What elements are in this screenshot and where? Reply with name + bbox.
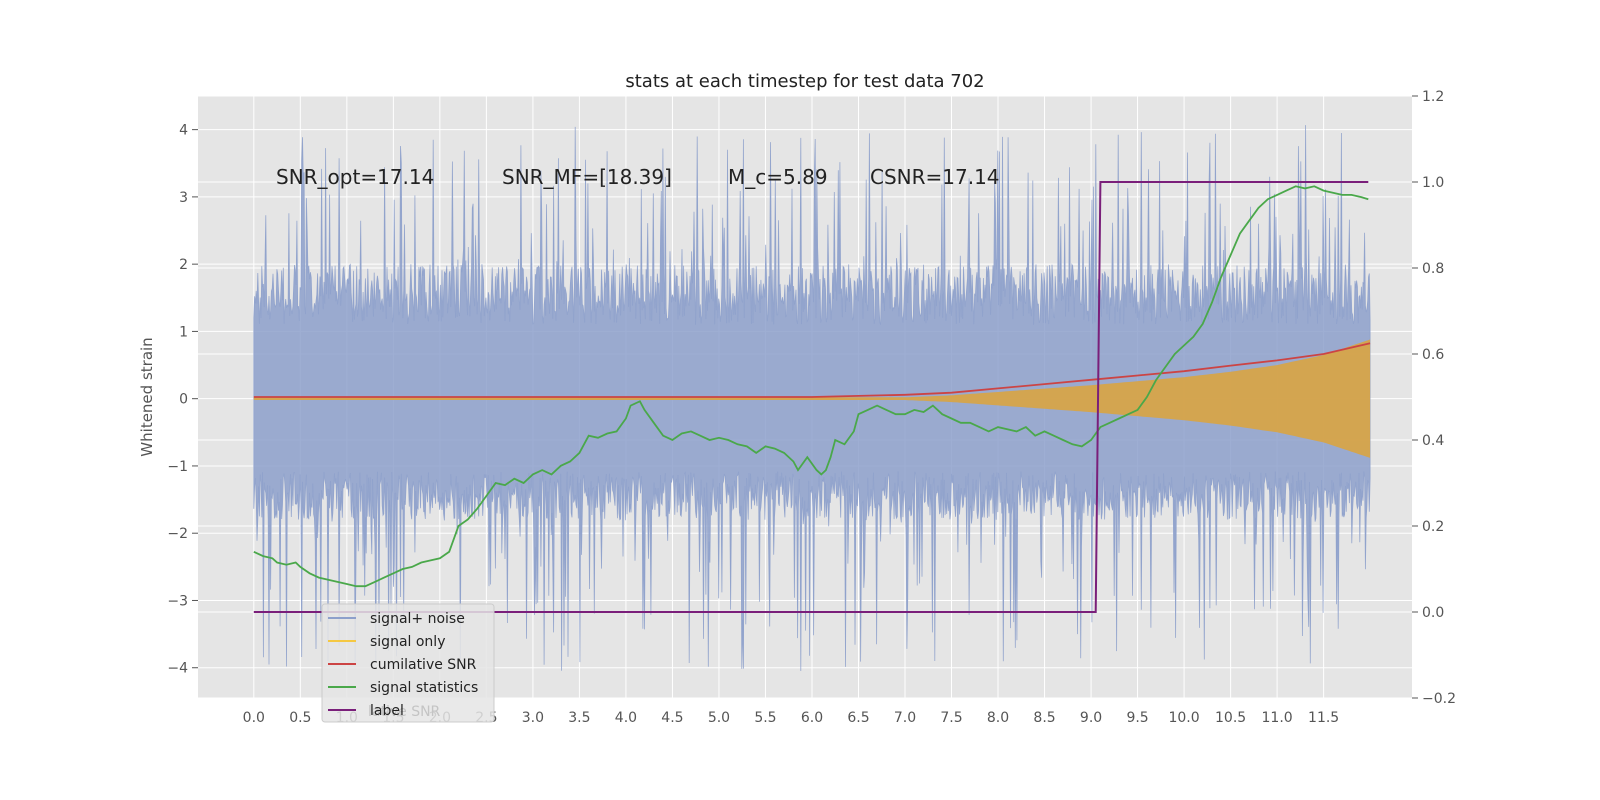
x-tick-label: 7.0 [894, 710, 916, 726]
y-tick-label: 0 [179, 392, 188, 408]
x-tick-label: 4.5 [661, 710, 683, 726]
y2-tick-label: 0.4 [1422, 433, 1444, 449]
y2-tick-label: 0.0 [1422, 605, 1444, 621]
x-tick-label: 9.5 [1126, 710, 1148, 726]
x-tick-label: 11.0 [1262, 710, 1293, 726]
annotations: SNR_opt=17.14 SNR_MF=[18.39] M_c=5.89 CSNR=… [276, 165, 1000, 189]
legend-label: label [370, 703, 404, 719]
x-tick-label: 5.0 [708, 710, 730, 726]
line-series-group [253, 181, 1371, 613]
x-tick-label: 3.5 [568, 710, 590, 726]
x-tick-label: 4.0 [615, 710, 637, 726]
y-tick-label: −4 [167, 661, 188, 677]
label-line [253, 181, 1369, 613]
legend-label: signal+ noise [370, 611, 465, 627]
annotation-snr-mf: SNR_MF=[18.39] [502, 165, 672, 189]
x-tick-label: 3.0 [522, 710, 544, 726]
y2-tick-label: 0.2 [1422, 519, 1444, 535]
y2-tick-label: 0.6 [1422, 347, 1444, 363]
x-tick-label: 10.0 [1168, 710, 1199, 726]
legend-label: signal statistics [370, 680, 478, 696]
x-tick-label: 11.5 [1308, 710, 1339, 726]
legend-ghost-text: lative SNR [368, 704, 441, 720]
legend-label: signal only [370, 634, 445, 650]
y-tick-label: 4 [179, 123, 188, 139]
y-tick-label: 1 [179, 324, 188, 340]
x-tick-label: 0.5 [289, 710, 311, 726]
signal-only-band [253, 339, 1371, 458]
y-tick-label: 2 [179, 257, 188, 273]
chart-title: stats at each timestep for test data 702 [625, 71, 984, 92]
y-tick-label: −2 [167, 526, 188, 542]
annotation-mc: M_c=5.89 [728, 165, 828, 189]
y2-tick-label: 1.0 [1422, 175, 1444, 191]
y-tick-label: −3 [167, 593, 188, 609]
x-tick-label: 6.5 [847, 710, 869, 726]
x-tick-label: 10.5 [1215, 710, 1246, 726]
x-tick-label: 0.0 [243, 710, 265, 726]
y-tick-label: 3 [179, 190, 188, 206]
x-tick-label: 7.5 [940, 710, 962, 726]
y2-tick-label: 0.8 [1422, 261, 1444, 277]
legend: lative SNR signal+ noise signal only cumila… [321, 603, 495, 723]
x-tick-label: 9.0 [1080, 710, 1102, 726]
legend-label: cumilative SNR [370, 657, 477, 673]
signal-statistics-line [253, 185, 1369, 588]
cumulative-snr-line [253, 342, 1371, 398]
y2-tick-label: −0.2 [1422, 691, 1456, 707]
axes: 0.00.51.01.52.02.53.03.54.04.55.05.56.06… [167, 89, 1456, 726]
annotation-csnr: CSNR=17.14 [870, 165, 1000, 189]
y-axis-label: Whitened strain [138, 337, 156, 456]
x-tick-label: 5.5 [754, 710, 776, 726]
signal-only-series [253, 339, 1371, 458]
x-tick-label: 8.0 [987, 710, 1009, 726]
legend-box [321, 603, 495, 723]
annotation-snr-opt: SNR_opt=17.14 [276, 165, 434, 189]
x-tick-label: 6.0 [801, 710, 823, 726]
y2-tick-label: 1.2 [1422, 89, 1444, 105]
y-tick-label: −1 [167, 459, 188, 475]
x-tick-label: 8.5 [1033, 710, 1055, 726]
